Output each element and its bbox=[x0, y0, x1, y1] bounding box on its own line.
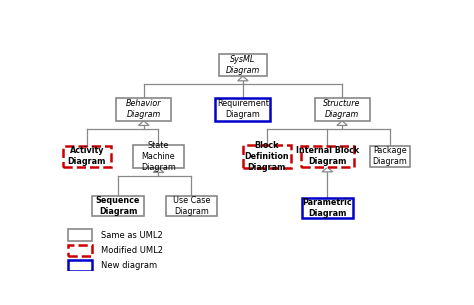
Text: Sequence
Diagram: Sequence Diagram bbox=[96, 196, 140, 216]
Text: Activity
Diagram: Activity Diagram bbox=[68, 146, 106, 167]
FancyBboxPatch shape bbox=[133, 145, 184, 167]
Polygon shape bbox=[153, 168, 164, 172]
FancyBboxPatch shape bbox=[370, 146, 410, 167]
FancyBboxPatch shape bbox=[215, 98, 271, 120]
Text: Internal Block
Diagram: Internal Block Diagram bbox=[296, 146, 359, 167]
Text: Same as UML2: Same as UML2 bbox=[101, 231, 163, 239]
Polygon shape bbox=[237, 76, 248, 81]
FancyBboxPatch shape bbox=[166, 196, 217, 216]
Polygon shape bbox=[138, 121, 149, 125]
FancyBboxPatch shape bbox=[301, 198, 353, 218]
Text: Structure
Diagram: Structure Diagram bbox=[323, 99, 361, 120]
Text: Behavior
Diagram: Behavior Diagram bbox=[126, 99, 162, 120]
Text: Modified UML2: Modified UML2 bbox=[101, 246, 164, 255]
FancyBboxPatch shape bbox=[63, 146, 110, 167]
FancyBboxPatch shape bbox=[68, 245, 92, 256]
Text: Requirement
Diagram: Requirement Diagram bbox=[217, 99, 269, 120]
Text: New diagram: New diagram bbox=[101, 261, 158, 270]
FancyBboxPatch shape bbox=[68, 260, 92, 271]
Polygon shape bbox=[322, 167, 333, 172]
FancyBboxPatch shape bbox=[301, 146, 354, 167]
Text: Package
Diagram: Package Diagram bbox=[373, 146, 407, 167]
Text: Parametric
Diagram: Parametric Diagram bbox=[302, 198, 352, 218]
FancyBboxPatch shape bbox=[116, 98, 171, 120]
Text: State
Machine
Diagram: State Machine Diagram bbox=[141, 141, 176, 172]
FancyBboxPatch shape bbox=[315, 98, 370, 120]
FancyBboxPatch shape bbox=[219, 54, 267, 76]
Text: Block
Definition
Diagram: Block Definition Diagram bbox=[245, 141, 289, 172]
Text: SysML
Diagram: SysML Diagram bbox=[226, 55, 260, 75]
FancyBboxPatch shape bbox=[92, 196, 144, 216]
Polygon shape bbox=[337, 121, 347, 125]
FancyBboxPatch shape bbox=[68, 229, 92, 241]
FancyBboxPatch shape bbox=[243, 145, 291, 167]
Text: Use Case
Diagram: Use Case Diagram bbox=[173, 196, 210, 216]
